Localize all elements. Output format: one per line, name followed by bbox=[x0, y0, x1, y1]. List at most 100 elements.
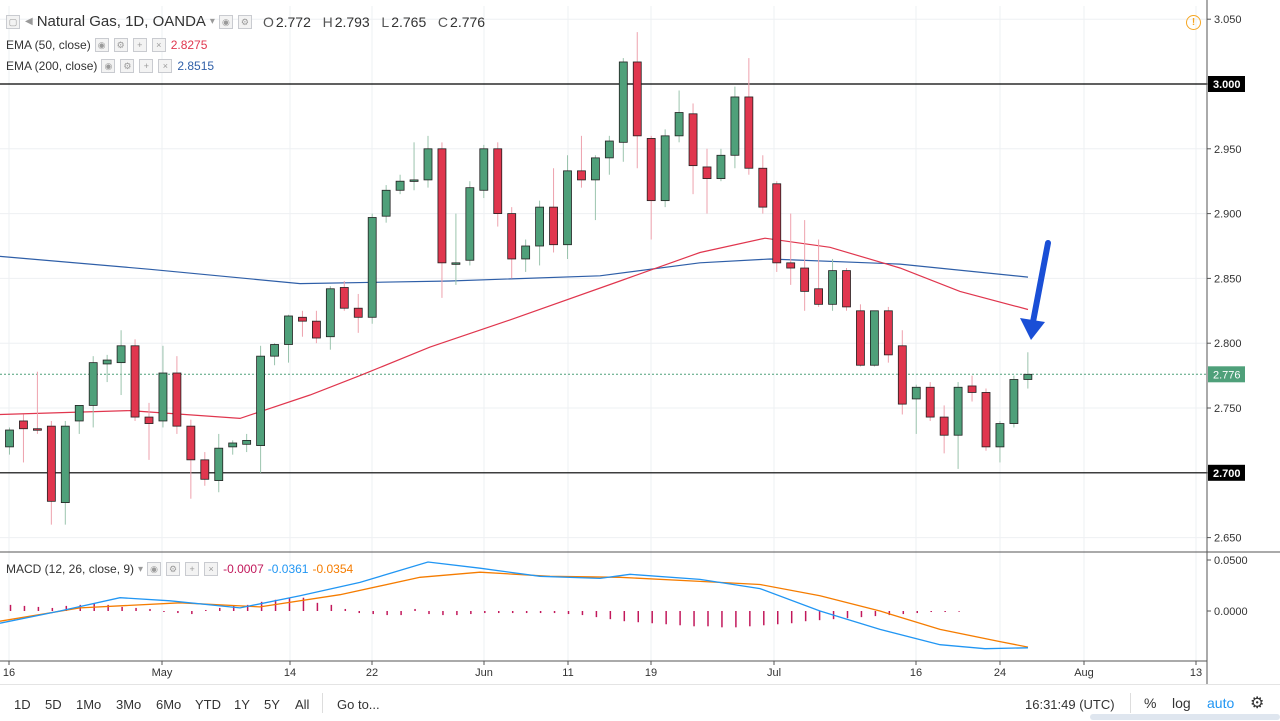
add-icon[interactable]: + bbox=[139, 59, 154, 73]
level-label: 2.700 bbox=[1213, 468, 1241, 480]
candle bbox=[716, 154, 726, 180]
macd-signal-value: -0.0354 bbox=[312, 562, 354, 576]
symbol-legend: ▢ ◀ Natural Gas, 1D, OANDA ▾ ◉ ⚙ O 2.772 H… bbox=[6, 13, 485, 30]
close-icon[interactable]: × bbox=[204, 562, 219, 576]
candle bbox=[172, 372, 182, 427]
candle bbox=[1023, 373, 1033, 380]
time-tick-label: 13 bbox=[1190, 667, 1202, 679]
range-3mo-button[interactable]: 3Mo bbox=[116, 697, 142, 712]
annotation-arrowhead bbox=[1020, 318, 1045, 340]
time-tick-label: 22 bbox=[366, 667, 378, 679]
candle bbox=[102, 359, 112, 365]
gear-icon[interactable]: ⚙ bbox=[1250, 695, 1265, 712]
percent-toggle[interactable]: % bbox=[1144, 695, 1157, 711]
current-price-label: 2.776 bbox=[1213, 369, 1241, 381]
eye-icon[interactable]: ◉ bbox=[94, 38, 109, 52]
level-label-box bbox=[1208, 76, 1245, 92]
range-6mo-button[interactable]: 6Mo bbox=[156, 697, 182, 712]
candle bbox=[591, 157, 600, 181]
candle bbox=[5, 429, 14, 448]
eye-icon[interactable]: ◉ bbox=[147, 562, 162, 576]
candle bbox=[479, 148, 489, 191]
candle bbox=[325, 288, 335, 338]
candle bbox=[828, 270, 837, 305]
symbol-menu-icon[interactable]: ▢ bbox=[6, 14, 20, 29]
time-tick-label: Jun bbox=[475, 667, 493, 679]
candle bbox=[451, 262, 461, 265]
candle bbox=[409, 179, 419, 182]
range-5y-button[interactable]: 5Y bbox=[264, 697, 280, 712]
price-tick-label: 3.050 bbox=[1214, 14, 1242, 26]
candle bbox=[967, 385, 977, 393]
chevron-down-icon[interactable]: ▾ bbox=[138, 563, 144, 575]
auto-toggle[interactable]: auto bbox=[1207, 695, 1235, 711]
candle bbox=[925, 386, 935, 418]
add-icon[interactable]: + bbox=[132, 38, 147, 52]
candle bbox=[256, 355, 266, 446]
candle bbox=[730, 96, 740, 156]
candle bbox=[632, 61, 642, 137]
ema50-label[interactable]: EMA (50, close) bbox=[6, 38, 91, 52]
chart-canvas[interactable]: 3.050 3.000 2.950 2.900 2.850 2.800 2.750 2.700… bbox=[0, 0, 1280, 684]
chevron-down-icon[interactable]: ▾ bbox=[209, 16, 215, 27]
candle bbox=[1009, 379, 1019, 424]
range-5d-button[interactable]: 5D bbox=[45, 697, 62, 712]
time-tick-label: Aug bbox=[1074, 667, 1094, 679]
price-tick-label: 2.650 bbox=[1214, 533, 1242, 545]
macd-label[interactable]: MACD (12, 26, close, 9) bbox=[6, 562, 135, 576]
time-tick-label: 14 bbox=[284, 667, 296, 679]
candle bbox=[674, 112, 684, 137]
candle bbox=[995, 423, 1005, 448]
range-1mo-button[interactable]: 1Mo bbox=[76, 697, 102, 712]
settings-icon[interactable]: ⚙ bbox=[113, 38, 128, 52]
candle bbox=[242, 439, 252, 445]
candle bbox=[870, 310, 879, 366]
candle bbox=[981, 392, 991, 448]
eye-icon[interactable]: ◉ bbox=[218, 14, 233, 29]
toolbar-divider bbox=[322, 693, 323, 713]
candle bbox=[535, 206, 544, 247]
ema200-label[interactable]: EMA (200, close) bbox=[6, 59, 98, 73]
toolbar-divider bbox=[1130, 693, 1131, 713]
range-1d-button[interactable]: 1D bbox=[14, 697, 31, 712]
close-icon[interactable]: × bbox=[151, 38, 166, 52]
alert-icon[interactable]: ! bbox=[1186, 15, 1201, 30]
price-tick-label: 2.750 bbox=[1214, 403, 1242, 415]
log-toggle[interactable]: log bbox=[1172, 695, 1191, 711]
candle bbox=[800, 267, 810, 292]
eye-icon[interactable]: ◉ bbox=[101, 59, 116, 73]
macd-legend: MACD (12, 26, close, 9) ▾ ◉ ⚙ + × -0.0007 -… bbox=[6, 562, 353, 576]
range-1y-button[interactable]: 1Y bbox=[234, 697, 250, 712]
settings-icon[interactable]: ⚙ bbox=[166, 562, 181, 576]
candle bbox=[88, 362, 98, 406]
ema50-line bbox=[0, 237, 1029, 420]
close-icon[interactable]: × bbox=[158, 59, 173, 73]
chevron-down-icon[interactable]: ◀ bbox=[25, 16, 33, 27]
goto-button[interactable]: Go to... bbox=[337, 697, 380, 712]
add-icon[interactable]: + bbox=[185, 562, 200, 576]
candle bbox=[646, 138, 656, 202]
time-tick-label: 16 bbox=[3, 667, 15, 679]
time-tick-label: 11 bbox=[562, 667, 573, 679]
ema50-value: 2.8275 bbox=[170, 38, 208, 52]
candle bbox=[660, 135, 670, 202]
candle bbox=[953, 386, 963, 436]
range-all-button[interactable]: All bbox=[295, 697, 310, 712]
candle bbox=[353, 307, 363, 318]
symbol-title[interactable]: Natural Gas, 1D, OANDA bbox=[36, 13, 206, 30]
macd-line-value: -0.0361 bbox=[267, 562, 309, 576]
candle bbox=[19, 420, 28, 430]
settings-icon[interactable]: ⚙ bbox=[120, 59, 135, 73]
annotation-arrow bbox=[1030, 240, 1051, 325]
candle bbox=[214, 447, 224, 481]
macd-tick-label: 0.0500 bbox=[1214, 555, 1248, 567]
horizontal-scrollbar[interactable] bbox=[1090, 714, 1280, 720]
candle bbox=[772, 183, 782, 264]
range-ytd-button[interactable]: YTD bbox=[195, 697, 221, 712]
clock-display[interactable]: 16:31:49 (UTC) bbox=[1025, 697, 1115, 712]
candle bbox=[814, 288, 823, 305]
candle bbox=[33, 428, 42, 431]
candle bbox=[521, 245, 531, 260]
candle bbox=[74, 405, 84, 422]
settings-icon[interactable]: ⚙ bbox=[237, 14, 252, 29]
